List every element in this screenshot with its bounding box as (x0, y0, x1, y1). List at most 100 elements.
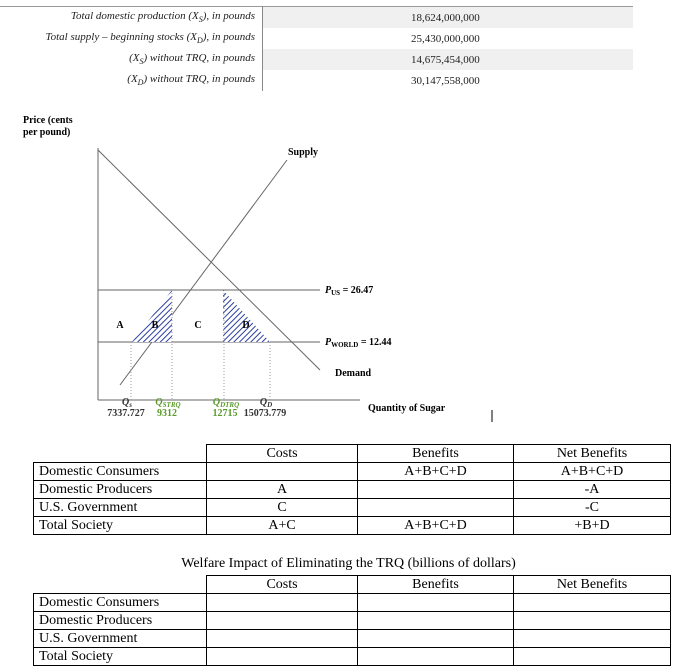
summary-table: Total domestic production (XS), in pound… (0, 6, 633, 91)
q-main: Q (122, 397, 129, 408)
row-value: 25,430,000,000 (411, 32, 480, 45)
quantity-symbol: QDTRQ (213, 397, 239, 409)
table-row: Domestic Consumers (33, 593, 671, 612)
q-main: Q (260, 397, 267, 408)
area-label: A (116, 320, 124, 331)
q-main: Q (213, 397, 220, 408)
table-cell: Domestic Consumers (33, 462, 207, 481)
label-subscript: S (139, 57, 144, 67)
q-sub: D (266, 401, 272, 409)
table-cell (357, 611, 514, 630)
p-world-label: PWORLD = 12.44 (325, 337, 392, 349)
table-cell (357, 593, 514, 612)
table-row: Domestic Consumers A+B+C+D A+B+C+D (33, 462, 671, 481)
q-sub: s (128, 401, 132, 409)
table-cell (513, 611, 671, 630)
x-label: Quantity of Sugar (368, 403, 446, 414)
table-1: Costs Benefits Net Benefits Domestic Consum… (33, 444, 671, 535)
quantity-value: 9312 (157, 408, 177, 419)
area-label: D (242, 320, 249, 331)
header-row: Costs Benefits Net Benefits (33, 575, 671, 594)
table-cell (357, 498, 514, 517)
row-label: (XS) without TRQ, in pounds (0, 49, 263, 70)
header-cell: Benefits (357, 444, 514, 463)
quantity-symbol: QD (260, 397, 272, 409)
table-cell: U.S. Government (33, 629, 207, 648)
table-row: Total Society (33, 647, 671, 666)
row-label: (XD) without TRQ, in pounds (0, 70, 263, 91)
header-cell: Net Benefits (513, 444, 671, 463)
table-cell (206, 647, 358, 666)
label-text: ), in pounds (202, 10, 255, 23)
table-cell (513, 593, 671, 612)
row-label: Total supply – beginning stocks (XD), in… (0, 28, 263, 49)
table-cell (206, 611, 358, 630)
p-us-label: PUS = 26.47 (325, 285, 373, 297)
table-row: U.S. Government (33, 629, 671, 648)
table-cell: Domestic Producers (33, 611, 207, 630)
table-cell (513, 629, 671, 648)
table-cell (206, 593, 358, 612)
label-text: Total supply – beginning stocks (X (45, 31, 197, 44)
label-text: (X (129, 52, 140, 65)
header-cell: Net Benefits (513, 575, 671, 594)
header-cell (33, 575, 207, 594)
label-subscript: S (198, 15, 203, 25)
label-text: Total domestic production (X (70, 10, 199, 23)
summary-row: Total supply – beginning stocks (XD), in… (0, 28, 633, 49)
quantity-value: 7337.727 (107, 408, 145, 419)
table-row: Total Society A+C A+B+C+D +B+D (33, 516, 671, 535)
row-value: 18,624,000,000 (262, 6, 633, 28)
demand-label: Demand (335, 368, 372, 379)
table-cell: -C (513, 498, 671, 517)
table-cell: A (206, 480, 358, 499)
summary-row: (XD) without TRQ, in pounds 30,147,558,00… (0, 70, 633, 91)
table-cell: U.S. Government (33, 498, 207, 517)
table-cell (513, 647, 671, 666)
supply-label: Supply (288, 147, 318, 158)
label-text: (X (127, 73, 138, 86)
q-main: Q (155, 397, 162, 408)
area-d (223, 290, 270, 342)
header-cell: Costs (206, 444, 358, 463)
quantity-symbol: QSTRQ (155, 397, 180, 409)
table-cell (206, 629, 358, 648)
table-cell: Total Society (33, 516, 207, 535)
table-cell: Domestic Producers (33, 480, 207, 499)
area-b (132, 290, 172, 342)
label-text: ) without TRQ, in pounds (143, 73, 255, 86)
label-text: ), in pounds (202, 31, 255, 44)
header-cell (33, 444, 207, 463)
supply-demand-diagram: Price (cents per pound) Supply Demand Qua… (23, 115, 493, 422)
table-cell: A+B+C+D (357, 516, 514, 535)
header-row: Costs Benefits Net Benefits (33, 444, 671, 463)
table-cell (357, 629, 514, 648)
table-row: Domestic Producers A -A (33, 480, 671, 499)
q-sub: STRQ (163, 401, 181, 409)
summary-row: Total domestic production (XS), in pound… (0, 6, 633, 28)
table-cell (357, 647, 514, 666)
header-cell: Costs (206, 575, 358, 594)
table-2: Costs Benefits Net Benefits Domestic Consum… (33, 575, 671, 666)
q-sub: DTRQ (219, 401, 239, 409)
row-value: 14,675,454,000 (262, 49, 633, 70)
axes (97, 148, 360, 401)
table-cell: A+C (206, 516, 358, 535)
table-2-title: Welfare Impact of Eliminating the TRQ (b… (181, 556, 516, 571)
label-subscript: D (196, 36, 203, 46)
table-cell (357, 480, 514, 499)
table-cell: Domestic Consumers (33, 593, 207, 612)
table-cell: A+B+C+D (357, 462, 514, 481)
summary-row: (XS) without TRQ, in pounds 14,675,454,00… (0, 49, 633, 70)
header-cell: Benefits (357, 575, 514, 594)
table-cell: -A (513, 480, 671, 499)
area-label: B (152, 320, 159, 331)
row-label: Total domestic production (XS), in pound… (0, 6, 263, 28)
quantity-symbol: Qs (122, 397, 132, 409)
table-row: Domestic Producers (33, 611, 671, 630)
area-label: C (194, 320, 201, 331)
table-row: U.S. Government C -C (33, 498, 671, 517)
drop-lines (130, 290, 271, 400)
y-label: Price (cents per pound) (23, 115, 73, 138)
